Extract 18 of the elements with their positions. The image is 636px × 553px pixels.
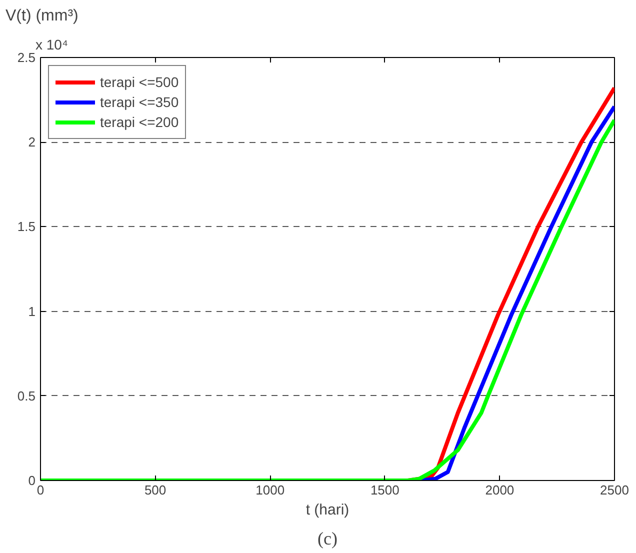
text: (c): [318, 528, 338, 548]
y-tick-label: 1: [28, 304, 36, 319]
y-tick-label: 0: [28, 473, 36, 488]
x-tick-label: 1000: [256, 482, 285, 498]
y-tick-label: 1.5: [17, 219, 36, 234]
legend-label: terapi <=500: [100, 74, 179, 90]
x-tick-label: 1500: [370, 482, 400, 498]
y-tick-label: 2: [28, 134, 36, 150]
y-tick-label: 2.5: [17, 50, 36, 65]
text: x 10⁴: [36, 36, 68, 52]
legend-label: terapi <=350: [100, 94, 179, 110]
x-axis-title: t (hari): [306, 502, 350, 518]
y-tick-label: 0.5: [17, 388, 36, 404]
x-tick-label: 2000: [485, 482, 514, 498]
y-axis-title: V(t) (mm³): [6, 8, 78, 24]
legend-label: terapi <=200: [100, 114, 179, 130]
x-tick-label: 2500: [600, 482, 629, 498]
x-tick-label: 500: [144, 482, 166, 498]
